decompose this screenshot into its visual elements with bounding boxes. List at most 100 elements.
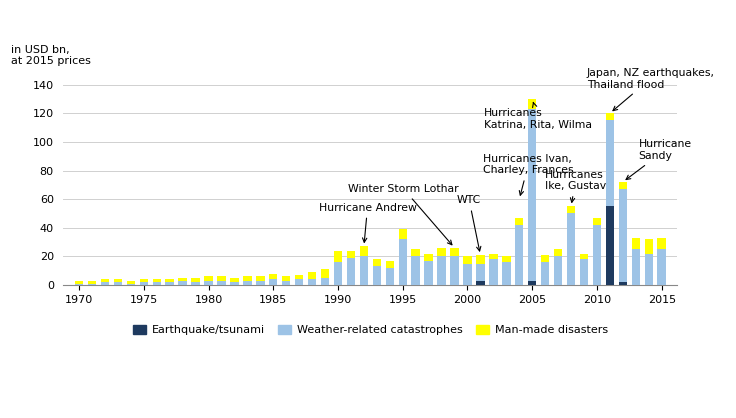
- Bar: [308, 279, 316, 285]
- Text: Japan, NZ earthquakes,
Thailand flood: Japan, NZ earthquakes, Thailand flood: [587, 68, 715, 111]
- Bar: [476, 281, 484, 285]
- Bar: [178, 278, 187, 281]
- Bar: [334, 262, 342, 285]
- Bar: [178, 281, 187, 285]
- Bar: [567, 206, 576, 214]
- Text: Hurricane Andrew: Hurricane Andrew: [319, 203, 417, 242]
- Bar: [463, 256, 472, 263]
- Bar: [75, 281, 83, 283]
- Bar: [372, 266, 381, 285]
- Bar: [269, 279, 277, 285]
- Bar: [489, 259, 498, 285]
- Bar: [295, 275, 303, 279]
- Bar: [580, 259, 588, 285]
- Bar: [101, 279, 109, 282]
- Bar: [230, 278, 238, 282]
- Bar: [282, 281, 291, 285]
- Bar: [321, 278, 329, 285]
- Bar: [127, 281, 135, 283]
- Bar: [450, 256, 459, 285]
- Bar: [619, 182, 627, 189]
- Bar: [372, 259, 381, 266]
- Bar: [140, 282, 148, 285]
- Bar: [347, 251, 355, 258]
- Bar: [256, 276, 264, 281]
- Bar: [657, 238, 666, 249]
- Bar: [580, 253, 588, 259]
- Bar: [541, 255, 549, 262]
- Bar: [127, 283, 135, 285]
- Bar: [101, 282, 109, 285]
- Bar: [592, 225, 601, 285]
- Text: Hurricanes Ivan,
Charley, Frances: Hurricanes Ivan, Charley, Frances: [483, 154, 573, 195]
- Bar: [437, 256, 446, 285]
- Bar: [476, 263, 484, 281]
- Bar: [411, 256, 420, 285]
- Bar: [631, 249, 640, 285]
- Bar: [113, 279, 122, 282]
- Bar: [425, 261, 433, 285]
- Bar: [217, 276, 226, 281]
- Bar: [606, 113, 614, 120]
- Bar: [437, 248, 446, 256]
- Bar: [166, 279, 174, 282]
- Bar: [528, 281, 537, 285]
- Text: Winter Storm Lothar: Winter Storm Lothar: [348, 184, 459, 245]
- Bar: [191, 282, 199, 285]
- Bar: [515, 225, 523, 285]
- Bar: [282, 276, 291, 281]
- Bar: [398, 229, 407, 239]
- Bar: [631, 238, 640, 249]
- Bar: [256, 281, 264, 285]
- Bar: [243, 276, 252, 281]
- Bar: [554, 249, 562, 256]
- Text: Hurricanes
Ike, Gustav: Hurricanes Ike, Gustav: [545, 170, 606, 202]
- Bar: [567, 214, 576, 285]
- Bar: [217, 281, 226, 285]
- Bar: [515, 218, 523, 225]
- Bar: [205, 281, 213, 285]
- Bar: [166, 282, 174, 285]
- Bar: [334, 251, 342, 262]
- Bar: [606, 206, 614, 285]
- Text: Hurricanes
Katrina, Rita, Wilma: Hurricanes Katrina, Rita, Wilma: [484, 102, 592, 130]
- Text: Hurricane
Sandy: Hurricane Sandy: [626, 140, 692, 180]
- Legend: Earthquake/tsunami, Weather-related catastrophes, Man-made disasters: Earthquake/tsunami, Weather-related cata…: [128, 320, 612, 339]
- Bar: [489, 253, 498, 259]
- Bar: [645, 239, 653, 253]
- Bar: [502, 256, 511, 262]
- Bar: [295, 279, 303, 285]
- Text: in USD bn,
at 2015 prices: in USD bn, at 2015 prices: [11, 45, 91, 66]
- Bar: [528, 109, 537, 281]
- Bar: [113, 282, 122, 285]
- Bar: [502, 262, 511, 285]
- Bar: [152, 279, 161, 282]
- Bar: [205, 276, 213, 281]
- Bar: [528, 99, 537, 109]
- Bar: [541, 262, 549, 285]
- Bar: [450, 248, 459, 256]
- Bar: [360, 256, 368, 285]
- Bar: [243, 281, 252, 285]
- Bar: [230, 282, 238, 285]
- Bar: [386, 261, 394, 268]
- Bar: [592, 218, 601, 225]
- Bar: [619, 282, 627, 285]
- Bar: [75, 283, 83, 285]
- Bar: [645, 253, 653, 285]
- Text: WTC: WTC: [457, 196, 481, 251]
- Bar: [140, 279, 148, 282]
- Bar: [88, 283, 96, 285]
- Bar: [308, 272, 316, 279]
- Bar: [463, 263, 472, 285]
- Bar: [398, 239, 407, 285]
- Bar: [360, 246, 368, 256]
- Bar: [347, 258, 355, 285]
- Bar: [269, 273, 277, 279]
- Bar: [88, 281, 96, 283]
- Bar: [152, 282, 161, 285]
- Bar: [476, 255, 484, 263]
- Bar: [425, 253, 433, 261]
- Bar: [554, 256, 562, 285]
- Bar: [657, 249, 666, 285]
